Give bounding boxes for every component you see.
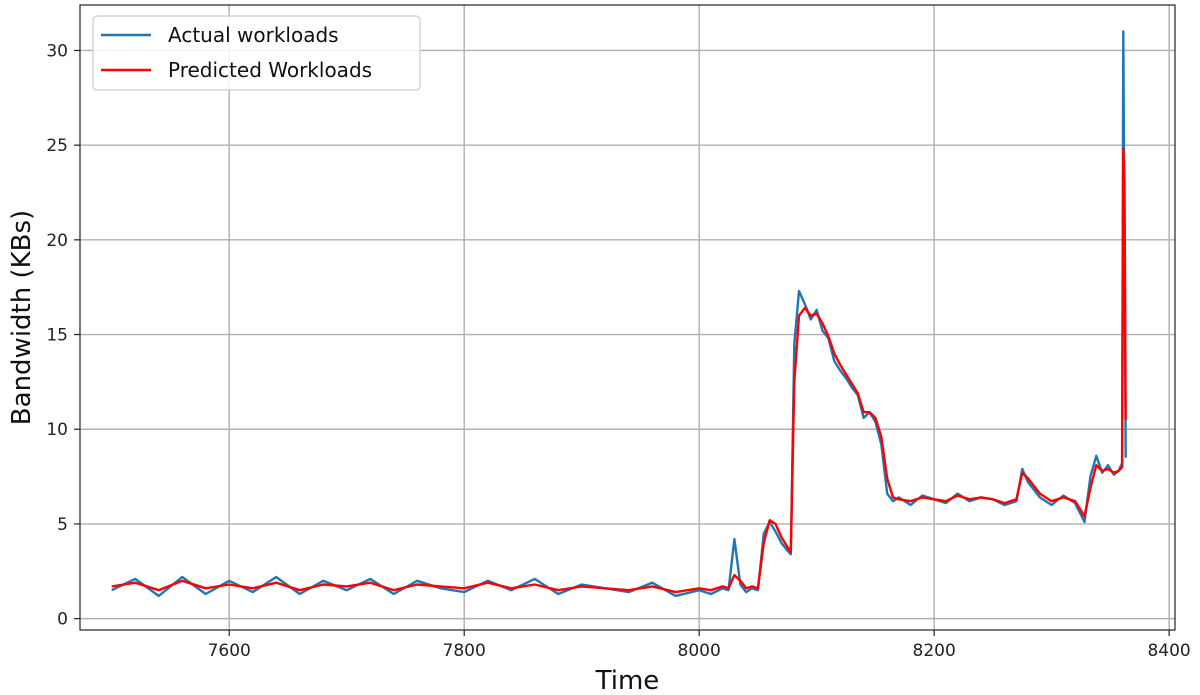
y-tick-label: 25 <box>46 136 68 156</box>
grid-lines <box>80 5 1175 630</box>
x-tick-label: 7800 <box>443 641 486 661</box>
x-axis-title: Time <box>595 666 660 695</box>
series-lines <box>111 30 1127 598</box>
x-tick-label: 8400 <box>1147 641 1190 661</box>
legend-label-predicted: Predicted Workloads <box>168 58 372 82</box>
x-axis-ticks: 7600 7800 8000 8200 8400 <box>208 630 1191 661</box>
series-line-actual <box>111 30 1127 598</box>
y-tick-label: 0 <box>57 610 68 630</box>
x-tick-label: 8200 <box>913 641 956 661</box>
x-tick-label: 7600 <box>208 641 251 661</box>
legend-label-actual: Actual workloads <box>168 23 339 47</box>
y-tick-label: 5 <box>57 515 68 535</box>
y-tick-label: 20 <box>46 231 68 251</box>
y-tick-label: 30 <box>46 41 68 61</box>
legend-box <box>92 15 421 91</box>
x-tick-label: 8000 <box>678 641 721 661</box>
y-axis-ticks: 0 5 10 15 20 25 30 <box>46 41 80 630</box>
y-axis-title: Bandwidth (KBs) <box>7 210 37 425</box>
y-tick-label: 15 <box>46 326 68 346</box>
legend: Actual workloads Predicted Workloads <box>92 15 421 91</box>
series-line-predicted <box>111 147 1127 594</box>
y-tick-label: 10 <box>46 420 68 440</box>
plot-frame <box>79 4 1176 631</box>
